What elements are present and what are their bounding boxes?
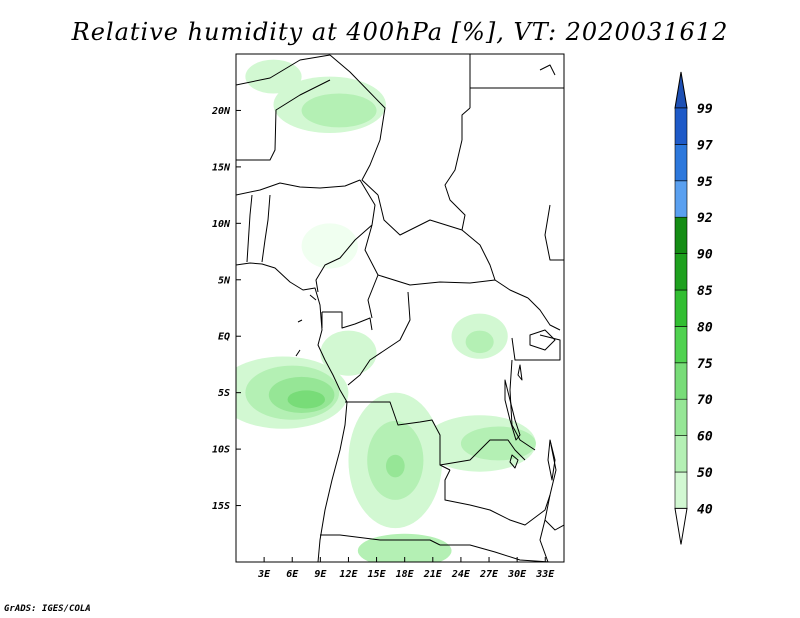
border-mali-niger	[236, 79, 331, 161]
lat-tick-label: 5S	[218, 388, 230, 399]
colorbar-box	[674, 253, 688, 291]
lon-tick-label: 21E	[423, 569, 443, 580]
border-niger-nigeria	[236, 179, 361, 196]
map-frame	[235, 53, 565, 563]
coastline	[236, 262, 348, 562]
border-mozambique	[539, 519, 549, 562]
lake-malawi	[547, 439, 556, 481]
colorbar: 40 50 60 70 75 80 85 90 92 95 97 99	[674, 71, 713, 545]
grads-credit: GrADS: IGES/COLA	[4, 604, 91, 614]
border-car-sudan	[461, 229, 496, 281]
humidity-area-namibia	[357, 533, 452, 562]
lon-tick-label: 6E	[286, 569, 299, 580]
lake-kivu	[517, 364, 523, 381]
colorbar-box	[674, 216, 688, 254]
colorbar-box	[674, 180, 688, 218]
gulf-islands	[295, 294, 317, 357]
lat-tick-label: 10N	[212, 219, 231, 230]
border-cameroon-car	[364, 224, 379, 319]
colorbar-top-arrow	[674, 71, 688, 109]
humidity-area-ocean-west-d	[287, 390, 326, 409]
border-congo-drc	[347, 291, 411, 386]
border-nigeria-cameroon	[315, 179, 376, 293]
colorbar-box	[674, 107, 688, 145]
lon-tick-label: 12E	[339, 569, 358, 580]
lon-tick-label: 30E	[507, 569, 527, 580]
colorbar-label: 92	[697, 211, 713, 226]
humidity-area-gabon	[320, 330, 377, 376]
colorbar-label: 70	[697, 393, 713, 408]
border-car-south	[377, 274, 529, 299]
lon-tick-label: 27E	[479, 569, 499, 580]
lon-tick-label: 33E	[535, 569, 555, 580]
border-libya-chad	[329, 54, 386, 141]
border-botswana	[440, 544, 551, 562]
border-zambia-drc	[439, 439, 526, 466]
humidity-area-angola-c	[385, 454, 405, 478]
map-title: Relative humidity at 400hPa [%], VT: 202…	[71, 18, 729, 46]
border-zambia-zimbabwe	[469, 494, 551, 526]
lat-tick-label: 15N	[212, 162, 231, 173]
border-south-sudan-drc	[527, 297, 561, 331]
colorbar-label: 85	[697, 284, 713, 299]
border-gabon-congo	[322, 311, 373, 331]
lake-tanganyika	[504, 379, 521, 441]
lon-tick-label: 15E	[368, 569, 387, 580]
humidity-fill-layer	[236, 59, 536, 562]
colorbar-label: 60	[697, 430, 713, 445]
lake-victoria	[529, 329, 556, 351]
border-benin	[246, 194, 253, 263]
border-malawi	[544, 439, 564, 531]
colorbar-box	[674, 289, 688, 327]
colorbar-label: 99	[697, 102, 713, 117]
border-nigeria-west	[261, 194, 271, 263]
colorbar-box	[674, 398, 688, 436]
lat-tick-label: 20N	[211, 106, 231, 117]
country-borders	[236, 54, 564, 562]
colorbar-bottom-arrow	[674, 507, 688, 545]
border-sudan-ethiopia	[544, 204, 564, 261]
border-algeria-niger	[236, 54, 331, 86]
colorbar-label: 90	[697, 248, 713, 263]
colorbar-label: 40	[697, 502, 713, 517]
lon-tick-label: 24E	[451, 569, 471, 580]
border-chad-sudan	[444, 139, 466, 231]
lat-tick-label: EQ	[218, 332, 230, 343]
humidity-area-uganda-core	[465, 330, 494, 354]
humidity-area-sahara-north	[245, 59, 302, 94]
humidity-area-chad-core	[301, 93, 377, 128]
border-namibia-angola	[320, 534, 441, 546]
red-sea-coast	[539, 64, 556, 76]
lake-mweru	[509, 454, 519, 469]
lat-tick-label: 10S	[212, 445, 230, 456]
colorbar-box	[674, 471, 688, 509]
colorbar-label: 97	[697, 138, 713, 153]
lon-tick-label: 3E	[257, 569, 271, 580]
border-angola-drc	[345, 401, 451, 471]
border-chad-car	[377, 194, 463, 236]
border-niger-chad	[361, 139, 381, 196]
colorbar-label: 50	[697, 466, 713, 481]
colorbar-label: 95	[697, 175, 713, 190]
lon-tick-label: 9E	[314, 569, 327, 580]
lat-tick-label: 5N	[218, 275, 231, 286]
colorbar-box	[674, 362, 688, 400]
lon-tick-label: 18E	[396, 569, 415, 580]
humidity-area-nigeria	[301, 223, 358, 269]
colorbar-box	[674, 326, 688, 364]
colorbar-label: 75	[697, 357, 713, 372]
border-egypt-sudan	[461, 107, 471, 140]
border-angola-zambia	[444, 469, 471, 506]
map-axes: 20N 15N 10N 5N EQ 5S 10S 15S 3E 6E 9E 12E 15E 18E 21E 2…	[211, 106, 555, 580]
colorbar-box	[674, 435, 688, 473]
lat-tick-label: 15S	[212, 501, 230, 512]
colorbar-label: 80	[697, 320, 713, 335]
colorbar-box	[674, 144, 688, 182]
